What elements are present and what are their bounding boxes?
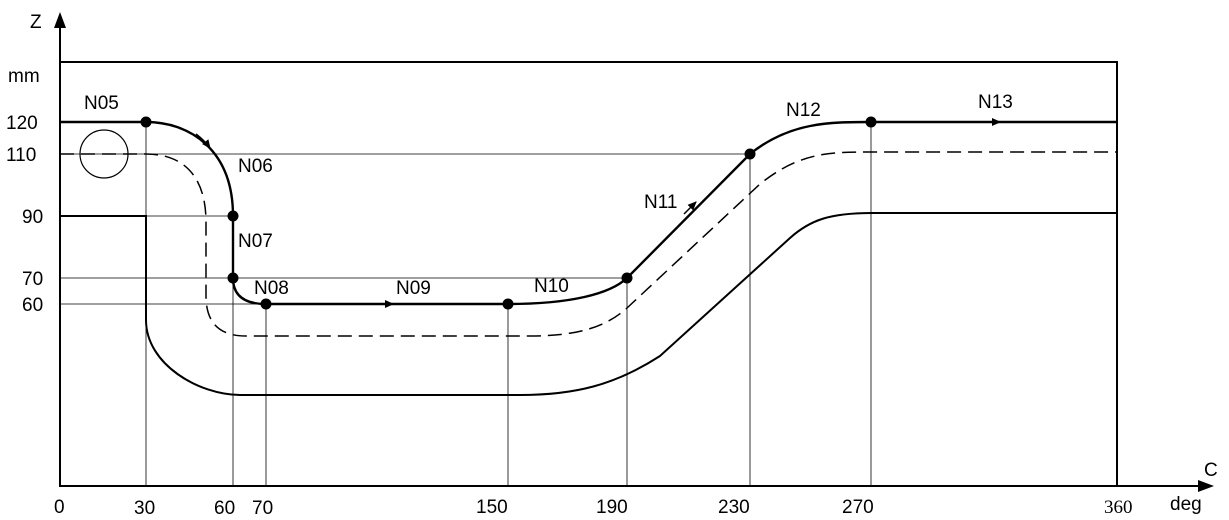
y-tick-label: 90 (22, 207, 43, 228)
z-axis-label: Z (30, 12, 42, 33)
block-label-n06: N06 (238, 156, 273, 177)
y-tick-label: 60 (22, 295, 43, 316)
y-tick-label: 110 (6, 145, 36, 166)
c-axis-label: C (1204, 460, 1218, 481)
x-tick-label: 270 (842, 497, 874, 518)
y-tick-label: 70 (22, 269, 43, 290)
x-tick-label: 60 (214, 498, 235, 519)
x-tick-label: 360 (1104, 497, 1133, 518)
point-n09 (502, 298, 514, 310)
x-tick-label: 230 (718, 497, 750, 518)
block-label-n05: N05 (84, 93, 119, 114)
x-tick-label: 190 (596, 497, 628, 518)
point-n06 (227, 210, 239, 222)
block-label-n07: N07 (238, 231, 273, 252)
z-axis-arrow-icon (54, 12, 66, 28)
c-axis-arrow-icon (1198, 480, 1214, 492)
x-tick-label: 150 (476, 497, 508, 518)
x-tick-label: 70 (252, 498, 273, 519)
point-n12 (865, 116, 877, 128)
c-axis-unit: deg (1170, 494, 1202, 515)
block-label-n08: N08 (254, 278, 289, 299)
block-label-n11: N11 (644, 192, 677, 213)
point-n05 (140, 116, 152, 128)
y-tick-label: 120 (6, 113, 38, 134)
point-n10 (621, 272, 633, 284)
plot-frame (59, 61, 1118, 487)
tool-center-path (60, 151, 1117, 337)
block-label-n13: N13 (978, 92, 1013, 113)
point-n08 (260, 298, 272, 310)
point-n07 (227, 272, 239, 284)
outer-profile (60, 212, 1117, 396)
x-tick-label: 30 (134, 498, 155, 519)
block-label-n09: N09 (396, 278, 431, 299)
x-tick-label: 0 (54, 497, 65, 518)
direction-arrow-n11-icon (683, 201, 697, 215)
block-label-n12: N12 (786, 100, 821, 121)
direction-arrow-n06-icon (195, 133, 211, 149)
z-axis-unit: mm (8, 66, 40, 87)
block-label-n10: N10 (534, 276, 569, 297)
point-n11 (744, 148, 756, 160)
